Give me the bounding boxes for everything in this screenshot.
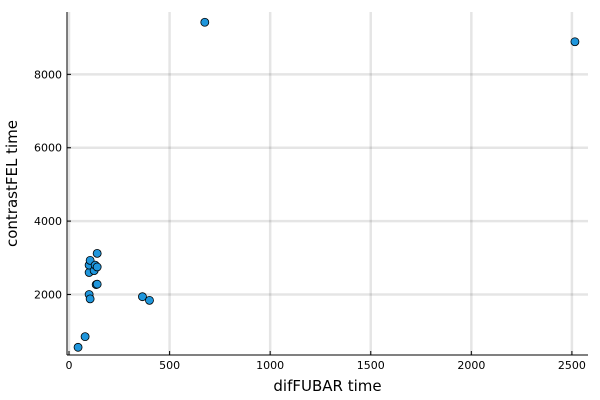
y-axis-title: contrastFEL time [3, 120, 21, 247]
data-point-15 [200, 17, 210, 27]
data-point-0 [73, 342, 83, 352]
x-tick-label-2: 1000 [256, 359, 284, 372]
data-point-12 [92, 279, 102, 289]
x-tick-label-1: 500 [159, 359, 180, 372]
y-tick-label-1: 4000 [34, 215, 62, 228]
grid [67, 12, 588, 355]
x-tick-label-5: 2500 [558, 359, 586, 372]
x-tick-label-3: 1500 [357, 359, 385, 372]
x-tick-label-4: 2000 [457, 359, 485, 372]
data-points [73, 17, 580, 352]
y-tick-label-3: 8000 [34, 68, 62, 81]
data-point-10 [92, 248, 102, 258]
data-point-1 [80, 332, 90, 342]
x-axis-title: difFUBAR time [273, 377, 381, 395]
y-tick-label-2: 6000 [34, 142, 62, 155]
data-point-9 [92, 262, 102, 272]
data-point-14 [145, 295, 154, 305]
data-point-3 [85, 294, 95, 304]
data-point-16 [570, 37, 580, 47]
y-tick-label-0: 2000 [34, 288, 62, 301]
axes [66, 12, 588, 356]
ticks: 0 500 1000 1500 2000 2500 2000 4000 6000 8000 [34, 68, 586, 372]
x-tick-label-0: 0 [66, 359, 73, 372]
data-point-13 [138, 292, 147, 302]
